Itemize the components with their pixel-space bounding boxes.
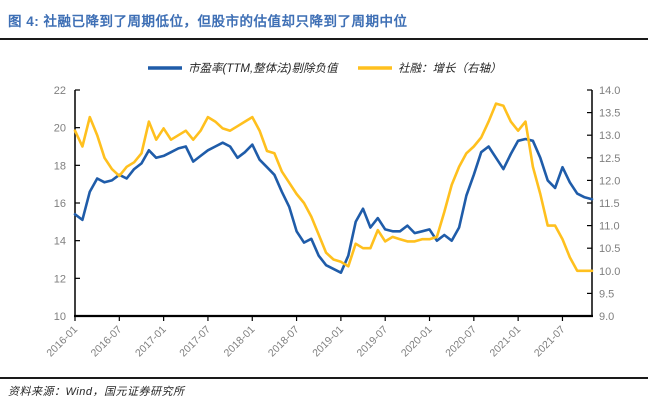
y-axis-right-label: 12.5 [599, 153, 620, 165]
y-axis-left-label: 10 [54, 311, 66, 323]
y-axis-left-label: 18 [54, 160, 66, 172]
x-axis-label: 2021-01 [488, 324, 524, 360]
x-axis-label: 2016-01 [44, 324, 80, 360]
legend-label-pe: 市盈率(TTM,整体法)剔除负值 [188, 62, 339, 75]
y-axis-right-label: 11.0 [599, 221, 620, 233]
y-axis-left-label: 22 [54, 85, 66, 97]
x-axis-label: 2018-07 [266, 324, 302, 360]
x-axis-label: 2019-07 [355, 324, 391, 360]
y-axis-right-label: 9.0 [599, 311, 614, 323]
x-axis-label: 2021-07 [532, 324, 568, 360]
series-line-pe [73, 137, 594, 274]
y-axis-right-label: 12.0 [599, 175, 620, 187]
x-axis-label: 2017-01 [133, 324, 169, 360]
source-note: 资料来源：Wind，国元证券研究所 [8, 386, 185, 398]
y-axis-left-label: 12 [54, 273, 66, 285]
series-line-shehrong [73, 102, 594, 273]
y-axis-right-label: 14.0 [599, 85, 620, 97]
footer-divider [0, 377, 648, 379]
figure-title: 图 4: 社融已降到了周期低位，但股市的估值却只降到了周期中位 [8, 14, 408, 29]
y-axis-right-label: 13.0 [599, 130, 620, 142]
title-divider [0, 38, 648, 40]
y-axis-left-label: 16 [54, 198, 66, 210]
legend-label-shehrong: 社融：增长（右轴） [398, 62, 502, 75]
y-axis-left-label: 14 [54, 236, 66, 248]
y-axis-right-label: 10.0 [599, 266, 620, 278]
line-chart: 22 20 18 16 14 12 10 14.0 13.5 13.0 12.5 12.0 11.5 11… [44, 62, 620, 360]
x-axis-label: 2018-01 [222, 324, 258, 360]
y-axis-left-label: 20 [54, 123, 66, 135]
y-axis-right-label: 13.5 [599, 108, 620, 120]
y-axis-right-label: 10.5 [599, 243, 620, 255]
x-axis-label: 2016-07 [89, 324, 125, 360]
x-axis-label: 2020-01 [399, 324, 435, 360]
x-axis-label: 2019-01 [310, 324, 346, 360]
y-axis-right-label: 11.5 [599, 198, 620, 210]
y-axis-right-label: 9.5 [599, 288, 614, 300]
x-axis-label: 2020-07 [443, 324, 479, 360]
x-axis-label: 2017-07 [177, 324, 213, 360]
